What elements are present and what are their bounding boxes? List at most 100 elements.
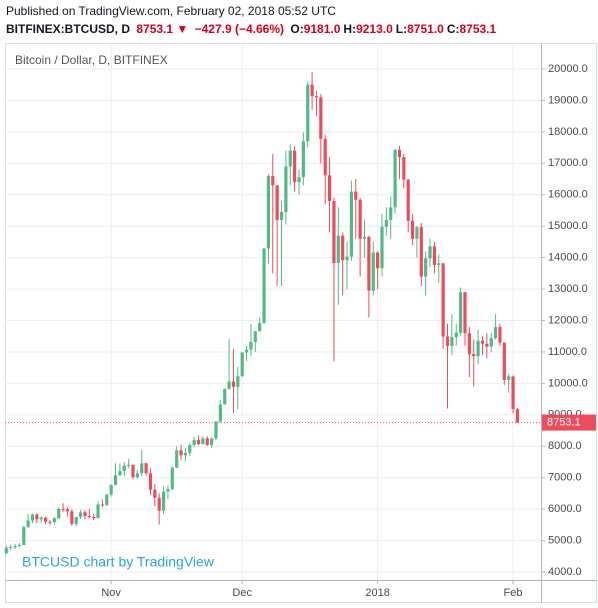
symbol-line: BITFINEX:BTCUSD, D 8753.1 ▼ −427.9 (−4.6… [6, 22, 502, 36]
labels: 4000.05000.06000.07000.08000.09000.01000… [101, 63, 596, 599]
candle-body [314, 96, 319, 98]
y-tick-label: 5000.0 [548, 534, 582, 546]
candle-body [380, 226, 384, 269]
candle-body [485, 343, 489, 347]
candle-body [345, 256, 349, 261]
ohlc-label: O: [290, 22, 304, 36]
candle-body [253, 331, 257, 342]
candle-body [218, 404, 222, 422]
candle-body [410, 220, 415, 239]
y-tick-label: 10000.0 [548, 377, 588, 389]
candle-body [183, 452, 188, 456]
candle-body [323, 138, 327, 176]
candle-body [57, 508, 61, 519]
candle-body [341, 235, 345, 261]
candle-body [432, 246, 437, 265]
candle-body [170, 467, 174, 490]
candle-body [279, 212, 284, 220]
candle-body [498, 327, 502, 343]
candle-body [236, 376, 240, 387]
candle-body [83, 512, 87, 517]
candle-body [74, 516, 78, 524]
candle-body [92, 516, 96, 518]
candle-body [153, 489, 157, 498]
candle-body [118, 471, 122, 476]
candle-body [262, 248, 266, 324]
candle-body [463, 292, 467, 334]
candle-body [354, 191, 358, 200]
candle-body [362, 236, 367, 239]
candle-body [266, 175, 271, 249]
candle-body [515, 409, 520, 423]
candle-body [96, 504, 100, 518]
candle-body [336, 235, 340, 263]
y-tick-label: 17000.0 [548, 157, 588, 169]
candle-body [227, 381, 231, 390]
published-line: Published on TradingView.com, February 0… [6, 4, 336, 18]
y-tick-label: 19000.0 [548, 94, 588, 106]
candle-body [424, 258, 428, 277]
candle-body [310, 84, 314, 97]
candle-body [113, 475, 118, 485]
y-tick-label: 8000.0 [548, 440, 582, 452]
candle-body [397, 149, 402, 158]
candle-body [135, 473, 139, 478]
candle-body [371, 252, 375, 291]
candle-body [78, 512, 83, 517]
ohlc-value: 8751.0 [407, 22, 444, 36]
candle-body [201, 438, 205, 445]
candle-body [297, 177, 301, 183]
last-price: 8753.1 ▼ [136, 22, 189, 36]
ohlc-value: 9181.0 [303, 22, 341, 36]
candle-body [389, 207, 393, 220]
y-tick-label: 16000.0 [548, 189, 588, 201]
candle-body [445, 336, 450, 346]
candle-body [188, 445, 192, 453]
candle-body [87, 516, 91, 518]
candle-body [144, 463, 148, 474]
ohlc-label: C: [446, 22, 460, 36]
last-price-box [542, 414, 596, 431]
candle-body [467, 333, 471, 355]
candle-body [223, 389, 227, 405]
candle-body [480, 340, 485, 344]
candle-body [349, 191, 354, 257]
candle-body [258, 323, 262, 332]
candle-body [105, 494, 109, 506]
candle-body [179, 450, 183, 456]
x-tick-label: Nov [101, 587, 121, 599]
ohlc-value: 8753.1 [459, 22, 497, 36]
candle-body [175, 450, 179, 468]
candle-body [327, 175, 332, 202]
candle-body [148, 473, 153, 490]
candle-body [140, 463, 144, 474]
y-tick-label: 18000.0 [548, 126, 588, 138]
candle-body [406, 179, 410, 221]
candle-body [231, 381, 236, 387]
y-tick-label: 13000.0 [548, 283, 588, 295]
candle-body [17, 544, 22, 546]
candle-body [157, 497, 161, 511]
y-tick-label: 7000.0 [548, 472, 582, 484]
y-tick-label: 11000.0 [548, 346, 587, 358]
candle-body [61, 508, 65, 510]
ohlc-label: L: [395, 22, 408, 36]
candle-body [127, 464, 131, 466]
legend: Bitcoin / Dollar, D, BITFINEX [15, 53, 168, 67]
candle-body [472, 354, 476, 357]
candle-body [376, 252, 380, 269]
candle-body [196, 439, 201, 445]
candle-body [52, 518, 56, 523]
candle-body [65, 509, 70, 512]
candle-body [301, 141, 305, 178]
candle-body [288, 150, 292, 167]
candle-body [459, 292, 463, 333]
candle-body [306, 84, 310, 142]
candle-body [70, 511, 74, 524]
candle-body [161, 491, 166, 511]
candle-body [166, 489, 170, 492]
candle-body [476, 340, 480, 357]
candle-body [454, 332, 458, 338]
